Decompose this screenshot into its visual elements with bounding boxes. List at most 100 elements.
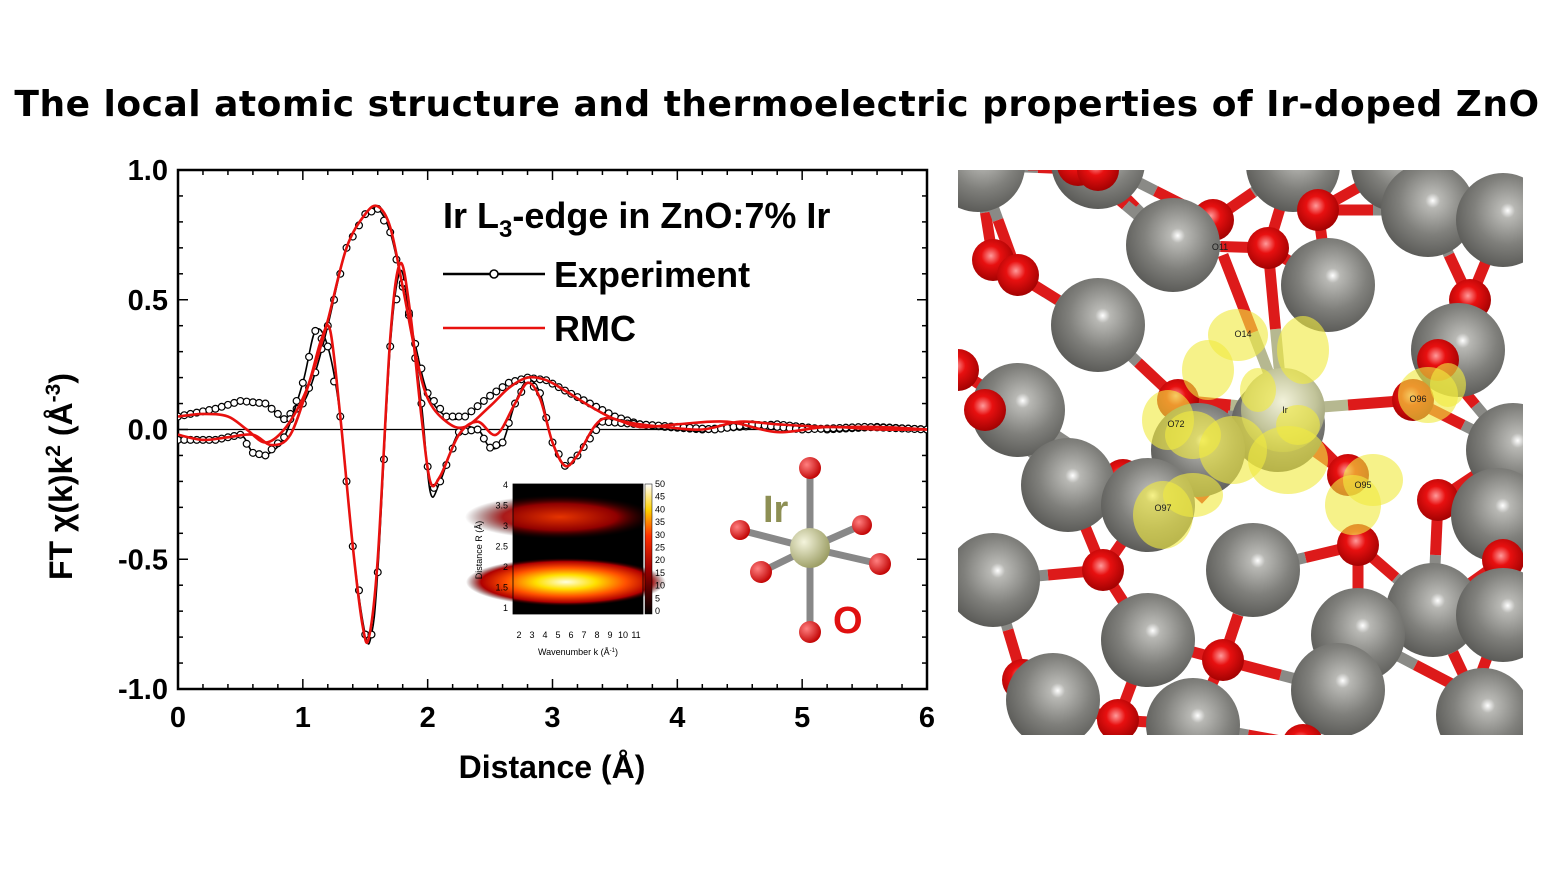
o-atom <box>958 349 979 391</box>
experiment-point <box>473 425 482 434</box>
zn-atom <box>1456 173 1523 267</box>
spin-density-lobe <box>1277 316 1329 384</box>
y-tick-label: 0.0 <box>128 415 168 447</box>
experiment-point <box>492 387 501 396</box>
spin-density-lobe <box>1133 481 1193 549</box>
x-tick-label: 5 <box>794 702 810 734</box>
experiment-point <box>205 406 214 415</box>
experiment-point <box>292 396 301 405</box>
y-tick-label: 0.5 <box>128 285 168 317</box>
atom-label: O11 <box>1212 242 1228 252</box>
o-atom <box>1337 524 1379 566</box>
inset-y-tick-label: 1.5 <box>495 583 508 593</box>
experiment-point <box>498 383 507 392</box>
x-tick-label: 0 <box>170 702 186 734</box>
inset-x-tick-label: 9 <box>607 630 612 640</box>
y-tick-label: -1.0 <box>118 674 168 706</box>
y-tick-label: 1.0 <box>128 155 168 187</box>
experiment-point <box>311 326 320 335</box>
inset-x-tick-label: 10 <box>618 630 628 640</box>
heatmap-main-band <box>466 558 666 606</box>
zn-atom <box>1451 468 1523 562</box>
zn-atom <box>1021 438 1115 532</box>
spin-density-lobe <box>1325 475 1381 535</box>
spin-density-lobe <box>1430 363 1466 407</box>
x-tick-label: 3 <box>544 702 560 734</box>
atom-label: O72 <box>1167 419 1184 429</box>
zn-atom <box>958 170 1025 212</box>
zn-atom <box>1291 643 1385 735</box>
experiment-point <box>255 450 264 459</box>
y-tick-label: -0.5 <box>118 544 168 576</box>
heatmap-colorbar <box>644 483 653 615</box>
x-tick-label: 4 <box>669 702 685 734</box>
inset-y-tick-label: 2 <box>503 562 508 572</box>
legend-label-rmc: RMC <box>554 308 636 349</box>
o-atom <box>1097 699 1139 735</box>
o-atom <box>1297 189 1339 231</box>
zn-atom <box>1146 678 1240 735</box>
inset-x-tick-label: 7 <box>581 630 586 640</box>
o-atom <box>1082 549 1124 591</box>
zn-atom <box>1436 668 1523 735</box>
colorbar-tick-label: 50 <box>655 479 665 489</box>
experiment-point <box>273 409 282 418</box>
atom-label: O95 <box>1354 480 1371 490</box>
o-atom <box>750 561 772 583</box>
experiment-point <box>498 438 507 447</box>
zn-atom <box>971 363 1065 457</box>
x-tick-label: 6 <box>919 702 935 734</box>
o-label: O <box>833 600 863 642</box>
experiment-point <box>261 451 270 460</box>
atom-label: Ir <box>1282 405 1288 415</box>
o-atom <box>799 621 821 643</box>
o-atom <box>799 457 821 479</box>
colorbar-tick-label: 5 <box>655 593 660 603</box>
experiment-point <box>248 448 257 457</box>
colorbar-tick-label: 15 <box>655 568 665 578</box>
experiment-point <box>261 399 270 408</box>
x-tick-labels: 0 1 2 3 4 5 6 <box>170 702 935 734</box>
x-tick-label: 1 <box>295 702 311 734</box>
inset-y-axis-title: Distance R (Å) <box>474 521 484 580</box>
inset-x-axis-title: Wavenumber k (Å-1) <box>538 647 618 657</box>
ir-label: Ir <box>763 489 789 531</box>
inset-x-tick-labels: 2 3 4 5 6 7 8 9 10 11 <box>516 630 640 640</box>
o-atom <box>1417 479 1459 521</box>
inset-x-tick-label: 2 <box>516 630 521 640</box>
inset-x-tick-label: 8 <box>594 630 599 640</box>
atom-label: O14 <box>1234 329 1251 339</box>
figure-title: The local atomic structure and thermoele… <box>14 84 1540 125</box>
zn-atom <box>1126 198 1220 292</box>
experiment-point <box>305 352 314 361</box>
spin-density-lobe <box>1248 426 1328 494</box>
o-atom <box>852 515 872 535</box>
series-layer <box>178 204 927 645</box>
experiment-point <box>486 391 495 400</box>
legend-label-experiment: Experiment <box>554 254 750 295</box>
spin-density-lobe <box>1276 405 1320 445</box>
legend-item-experiment: Experiment <box>443 254 750 295</box>
colorbar-tick-label: 20 <box>655 555 665 565</box>
zn-atom <box>1206 523 1300 617</box>
zn-atom <box>958 533 1040 627</box>
spin-density-lobe <box>1240 368 1276 412</box>
o-atom <box>1284 724 1322 735</box>
zn-atom <box>1381 170 1475 257</box>
crystal-structure-view: Ir O11 O14 O72 O96 O97 O95 <box>958 170 1523 735</box>
experiment-series-line <box>178 206 927 431</box>
zn-atom <box>1386 563 1480 657</box>
ir-atom <box>790 528 830 568</box>
density-layer <box>1133 309 1466 549</box>
inset-x-tick-label: 11 <box>631 630 640 640</box>
rmc-series-line <box>178 261 927 645</box>
atom-labels: Ir O11 O14 O72 O96 O97 O95 <box>1154 242 1426 513</box>
o-atom <box>997 254 1039 296</box>
colorbar-tick-label: 10 <box>655 581 665 591</box>
atom-label: O97 <box>1154 503 1171 513</box>
y-tick-labels: 1.0 0.5 0.0 -0.5 -1.0 <box>118 155 168 706</box>
o-atom <box>869 553 891 575</box>
atom-layer <box>958 170 1523 735</box>
